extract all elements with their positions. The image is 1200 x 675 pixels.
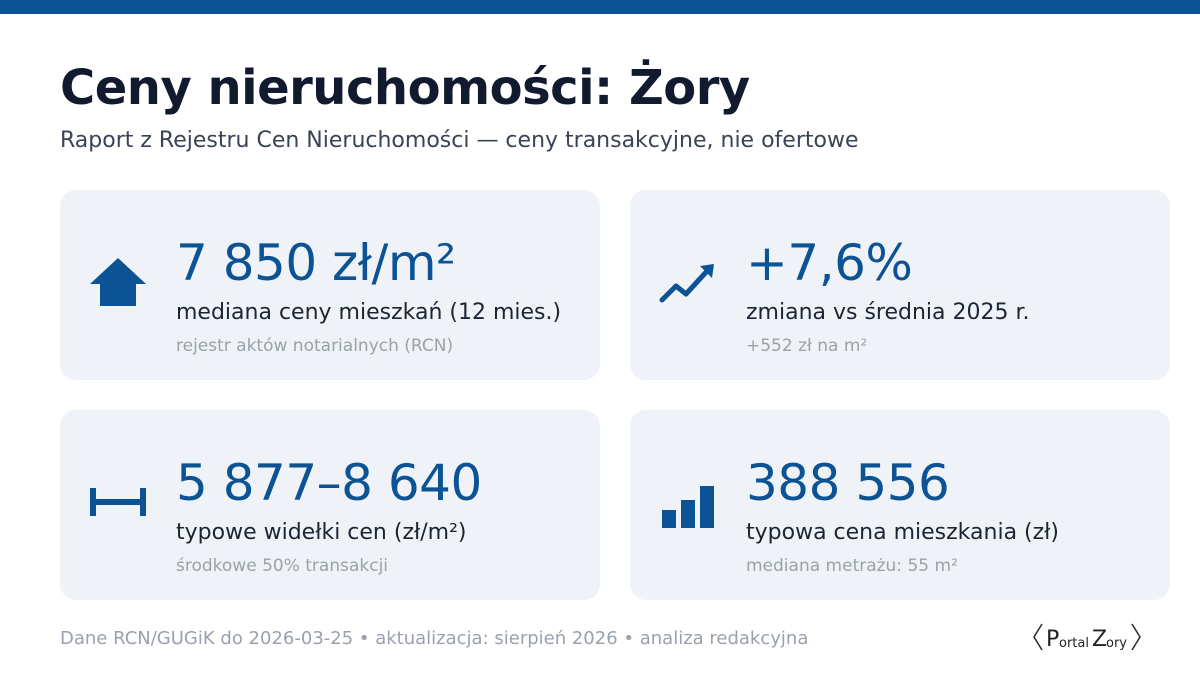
stat-card-change: +7,6% zmiana vs średnia 2025 r. +552 zł …: [630, 190, 1170, 380]
stat-value: 5 877–8 640: [176, 454, 482, 512]
stat-note: rejestr aktów notarialnych (RCN): [176, 336, 454, 356]
stat-value: +7,6%: [746, 234, 913, 292]
range-icon: [88, 472, 148, 532]
stat-card-typical-price: 388 556 typowa cena mieszkania (zł) medi…: [630, 410, 1170, 600]
stat-value: 7 850 zł/m²: [176, 234, 456, 292]
svg-text:P: P: [1046, 627, 1059, 652]
stat-card-range: 5 877–8 640 typowe widełki cen (zł/m²) ś…: [60, 410, 600, 600]
stat-note: +552 zł na m²: [746, 336, 868, 356]
page-subtitle: Raport z Rejestru Cen Nieruchomości — ce…: [60, 128, 859, 153]
stat-value: 388 556: [746, 454, 950, 512]
trend-up-icon: [658, 252, 718, 312]
stat-label: mediana ceny mieszkań (12 mies.): [176, 300, 562, 325]
svg-text:ortal: ortal: [1059, 636, 1089, 651]
svg-text:Z: Z: [1092, 627, 1107, 652]
svg-text:ory: ory: [1106, 636, 1127, 651]
stat-label: zmiana vs średnia 2025 r.: [746, 300, 1030, 325]
stat-note: mediana metrażu: 55 m²: [746, 556, 958, 576]
stat-label: typowa cena mieszkania (zł): [746, 520, 1060, 545]
footer-source: Dane RCN/GUGiK do 2026-03-25 • aktualiza…: [60, 628, 809, 649]
stat-note: środkowe 50% transakcji: [176, 556, 389, 576]
portal-zory-logo: P ortal Z ory: [1032, 620, 1142, 654]
house-icon: [88, 252, 148, 312]
stat-card-median-price: 7 850 zł/m² mediana ceny mieszkań (12 mi…: [60, 190, 600, 380]
top-accent-bar: [0, 0, 1200, 14]
page-title: Ceny nieruchomości: Żory: [60, 60, 750, 116]
stat-label: typowe widełki cen (zł/m²): [176, 520, 467, 545]
bar-chart-icon: [658, 472, 718, 532]
